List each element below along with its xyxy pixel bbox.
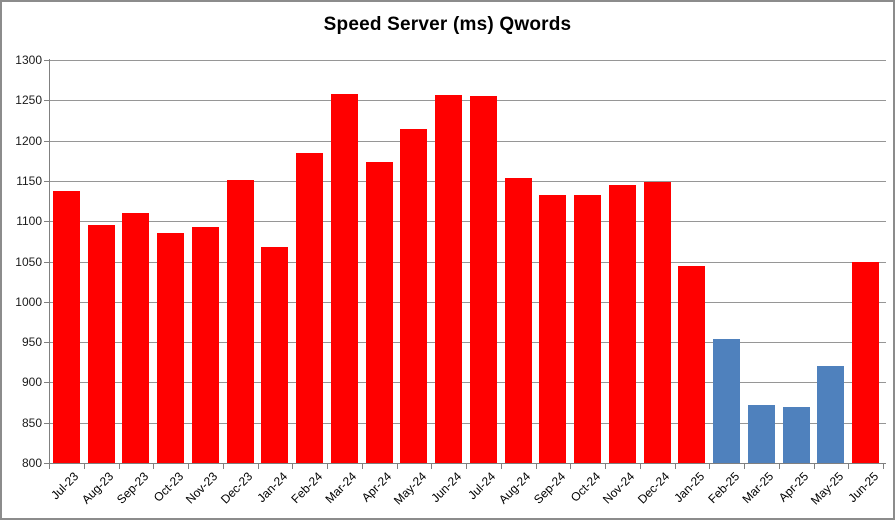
x-axis-tick	[222, 464, 224, 469]
x-axis-tick	[535, 464, 537, 469]
x-axis	[49, 463, 886, 464]
x-axis-tick	[257, 464, 259, 469]
x-axis-tick	[49, 464, 50, 469]
bar-jan-25[interactable]	[678, 265, 706, 463]
bar-jun-24[interactable]	[435, 94, 463, 463]
gridline-1250	[49, 100, 886, 101]
x-axis-tick	[292, 464, 294, 469]
bar-nov-23[interactable]	[191, 226, 219, 463]
x-axis-tick	[813, 464, 815, 469]
y-axis-label-850: 850	[21, 416, 42, 430]
bar-mar-25[interactable]	[747, 405, 775, 463]
y-axis-label-950: 950	[21, 335, 42, 349]
gridline-1150	[49, 181, 886, 182]
gridline-1100	[49, 221, 886, 222]
y-axis-label-1250: 1250	[15, 93, 42, 107]
gridline-1200	[49, 141, 886, 142]
x-axis-tick	[83, 464, 85, 469]
y-axis-tick-800	[44, 463, 49, 464]
y-axis-label-1200: 1200	[15, 134, 42, 148]
bar-apr-24[interactable]	[365, 161, 393, 463]
y-axis-label-1000: 1000	[15, 295, 42, 309]
gridline-850	[49, 423, 886, 424]
y-axis-label-900: 900	[21, 375, 42, 389]
bar-may-25[interactable]	[817, 366, 845, 463]
x-axis-tick	[500, 464, 502, 469]
y-axis-label-1050: 1050	[15, 255, 42, 269]
bar-jul-23[interactable]	[52, 191, 80, 463]
bar-apr-25[interactable]	[782, 406, 810, 463]
bar-dec-23[interactable]	[226, 180, 254, 463]
y-axis-tick-1250	[44, 100, 49, 101]
bar-mar-24[interactable]	[330, 93, 358, 463]
x-axis-tick	[570, 464, 572, 469]
bar-oct-23[interactable]	[157, 232, 185, 463]
bar-jun-25[interactable]	[852, 261, 880, 463]
x-axis-tick	[327, 464, 328, 469]
x-axis-tick	[674, 464, 676, 469]
x-axis-tick	[778, 464, 780, 469]
y-axis-tick-1200	[44, 141, 49, 142]
y-axis-tick-1050	[44, 262, 49, 263]
x-axis-tick	[361, 464, 363, 469]
y-axis-tick-850	[44, 423, 49, 424]
y-axis-tick-1000	[44, 302, 49, 303]
bar-aug-24[interactable]	[504, 177, 532, 463]
y-axis	[49, 59, 50, 464]
x-axis-tick	[605, 464, 606, 469]
bar-dec-24[interactable]	[643, 181, 671, 463]
x-axis-tick	[431, 464, 433, 469]
y-axis-tick-950	[44, 342, 49, 343]
bar-feb-25[interactable]	[713, 338, 741, 463]
x-axis-tick	[639, 464, 641, 469]
y-axis-tick-1300	[44, 60, 49, 61]
x-axis-tick	[188, 464, 189, 469]
bar-jan-24[interactable]	[261, 247, 289, 463]
y-axis-tick-900	[44, 382, 49, 383]
y-axis-label-1300: 1300	[15, 53, 42, 67]
bar-feb-24[interactable]	[296, 152, 324, 463]
bar-oct-24[interactable]	[574, 194, 602, 463]
chart-title: Speed Server (ms) Qwords	[323, 14, 572, 35]
bar-sep-23[interactable]	[122, 213, 150, 463]
y-axis-label-1150: 1150	[16, 174, 42, 188]
y-axis-tick-1150	[44, 181, 49, 182]
bar-aug-23[interactable]	[87, 225, 115, 463]
x-axis-tick	[848, 464, 850, 469]
x-axis-tick	[744, 464, 745, 469]
bar-jul-24[interactable]	[469, 96, 497, 463]
gridline-1000	[49, 302, 886, 303]
y-axis-tick-1100	[44, 221, 49, 222]
x-axis-tick	[396, 464, 398, 469]
x-axis-tick	[118, 464, 120, 469]
y-axis-label-800: 800	[21, 456, 42, 470]
x-axis-tick	[709, 464, 711, 469]
bar-nov-24[interactable]	[608, 184, 636, 463]
gridline-900	[49, 382, 886, 383]
bar-sep-24[interactable]	[539, 195, 567, 463]
x-axis-tick	[466, 464, 467, 469]
x-axis-tick	[153, 464, 155, 469]
gridline-1300	[49, 60, 886, 61]
y-axis-label-1100: 1100	[16, 214, 42, 228]
bar-may-24[interactable]	[400, 129, 428, 463]
gridline-1050	[49, 262, 886, 263]
x-axis-tick	[883, 464, 884, 469]
gridline-950	[49, 342, 886, 343]
